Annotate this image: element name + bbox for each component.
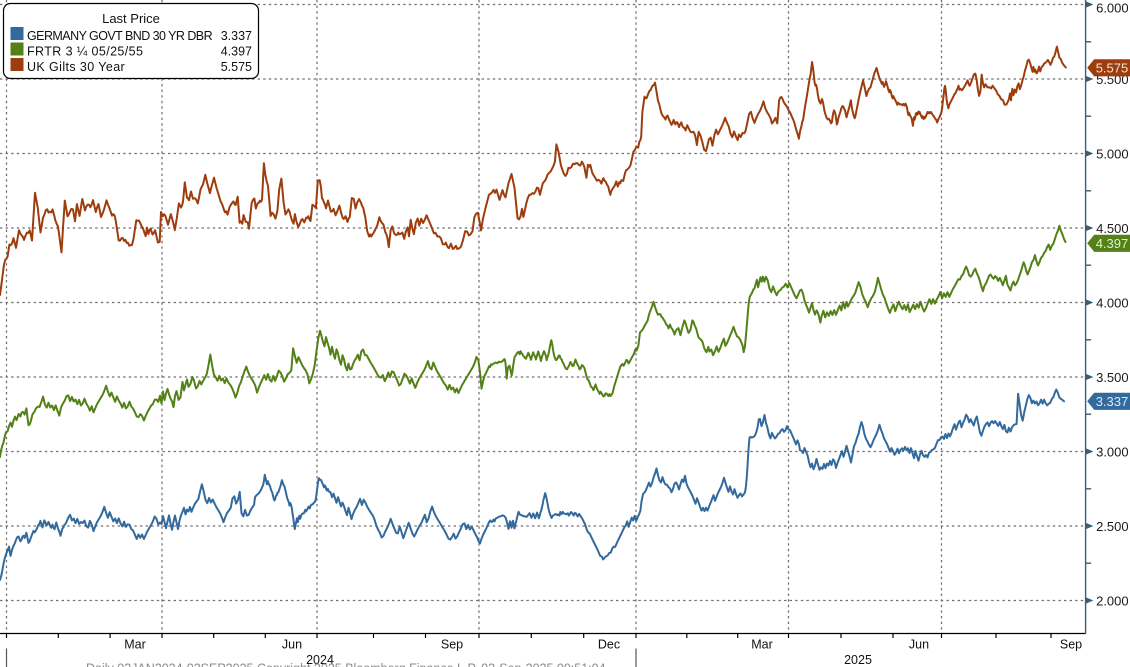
svg-text:4.397: 4.397 [1096, 236, 1129, 251]
svg-text:4.500: 4.500 [1096, 221, 1129, 236]
svg-text:5.575: 5.575 [221, 60, 252, 74]
svg-text:2025: 2025 [844, 653, 872, 667]
svg-text:Dec: Dec [598, 638, 620, 652]
svg-text:Jun: Jun [282, 638, 302, 652]
svg-text:Jun: Jun [909, 638, 929, 652]
svg-text:FRTR 3 ¼ 05/25/55: FRTR 3 ¼ 05/25/55 [27, 45, 143, 59]
svg-text:3.337: 3.337 [221, 29, 252, 43]
svg-text:Mar: Mar [751, 638, 773, 652]
svg-text:Daily 02JAN2024-03SEP2025: Daily 02JAN2024-03SEP2025 Copyright 2025… [86, 662, 606, 667]
svg-text:3.337: 3.337 [1096, 394, 1129, 409]
svg-text:2024: 2024 [306, 653, 334, 667]
svg-text:4.397: 4.397 [221, 45, 252, 59]
svg-text:Sep: Sep [1060, 638, 1082, 652]
svg-text:UK Gilts 30 Year: UK Gilts 30 Year [27, 60, 125, 74]
svg-text:2.000: 2.000 [1096, 593, 1129, 608]
svg-text:GERMANY GOVT BND 30 YR DBR: GERMANY GOVT BND 30 YR DBR [27, 29, 213, 43]
svg-text:Sep: Sep [441, 638, 463, 652]
svg-text:2.500: 2.500 [1096, 519, 1129, 534]
svg-text:5.575: 5.575 [1096, 61, 1129, 76]
svg-text:6.000: 6.000 [1096, 1, 1129, 16]
svg-text:3.500: 3.500 [1096, 370, 1129, 385]
svg-text:Last Price: Last Price [102, 11, 160, 26]
svg-text:4.000: 4.000 [1096, 295, 1129, 310]
svg-text:Mar: Mar [124, 638, 146, 652]
svg-text:3.000: 3.000 [1096, 444, 1129, 459]
svg-text:5.000: 5.000 [1096, 146, 1129, 161]
